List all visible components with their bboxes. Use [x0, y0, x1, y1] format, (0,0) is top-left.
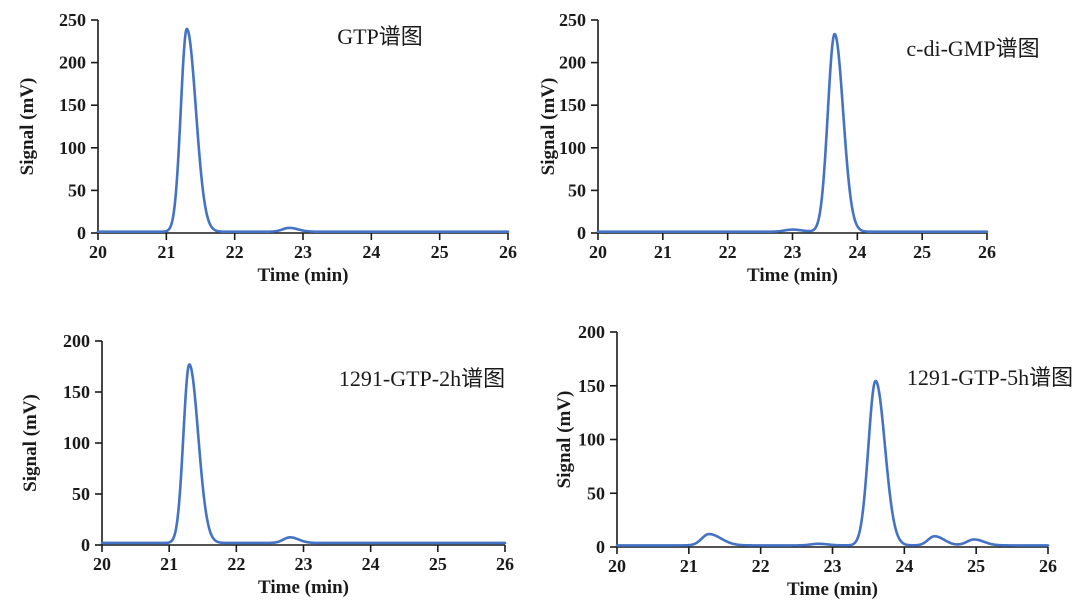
x-tick-label: 25 [429, 554, 447, 574]
y-tick-label: 200 [59, 53, 86, 73]
chart-1291-gtp-2h: 0 50 100 150 200 20 21 22 23 24 25 26 Signal (mV) Tim… [0, 300, 540, 611]
y-tick-label: 150 [559, 95, 586, 115]
x-tick-label: 24 [848, 242, 866, 262]
y-axis-title: Signal (mV) [17, 78, 38, 176]
x-tick-label: 24 [895, 556, 913, 576]
y-tick-label: 0 [577, 223, 586, 243]
x-tick-label: 25 [913, 242, 931, 262]
y-tick-label: 50 [587, 483, 605, 503]
chromatogram-svg-1291-gtp-5h: 0 50 100 150 200 20 21 22 23 24 25 26 Signal (mV) Tim… [554, 322, 1073, 600]
x-tick-label: 20 [608, 556, 626, 576]
signal-trace [96, 27, 510, 234]
x-tick-label: 22 [719, 242, 737, 262]
x-tick-label: 22 [226, 242, 244, 262]
y-tick-label: 150 [63, 382, 90, 402]
chromatogram-svg-gtp: 0 50 100 150 200 250 20 21 22 23 24 25 26 Signal (mV)… [17, 10, 517, 286]
x-tick-label: 26 [496, 554, 514, 574]
x-tick-label: 21 [160, 554, 178, 574]
x-tick-label: 21 [680, 556, 698, 576]
x-axis-title: Time (min) [258, 265, 349, 286]
y-tick-label: 0 [596, 537, 605, 557]
x-tick-label: 22 [752, 556, 770, 576]
chart-title: GTP谱图 [337, 24, 423, 49]
x-axis-title: Time (min) [747, 265, 838, 286]
x-tick-label: 26 [1039, 556, 1057, 576]
x-axis-title: Time (min) [258, 577, 349, 598]
x-tick-label: 20 [89, 242, 107, 262]
y-tick-label: 150 [59, 95, 86, 115]
chromatogram-svg-1291-gtp-2h: 0 50 100 150 200 20 21 22 23 24 25 26 Signal (mV) Tim… [20, 331, 514, 598]
y-tick-label: 200 [63, 331, 90, 351]
y-tick-label: 100 [578, 430, 605, 450]
x-tick-label: 23 [295, 554, 313, 574]
y-tick-label: 100 [559, 138, 586, 158]
x-tick-label: 23 [784, 242, 802, 262]
y-tick-label: 100 [59, 138, 86, 158]
chart-title: c-di-GMP谱图 [906, 36, 1039, 61]
y-axis-title: Signal (mV) [538, 78, 559, 176]
x-tick-label: 25 [431, 242, 449, 262]
signal-trace [615, 379, 1050, 547]
x-tick-label: 20 [589, 242, 607, 262]
x-tick-label: 21 [654, 242, 672, 262]
x-axis-title: Time (min) [787, 579, 878, 600]
y-tick-label: 200 [578, 322, 605, 342]
chart-title: 1291-GTP-5h谱图 [907, 365, 1073, 390]
signal-trace [596, 32, 989, 234]
chromatogram-svg-c-di-gmp: 0 50 100 150 200 250 20 21 22 23 24 25 26 Signal (mV)… [538, 10, 1040, 286]
signal-trace [100, 363, 507, 545]
y-axis-title: Signal (mV) [554, 391, 575, 489]
y-tick-label: 50 [72, 484, 90, 504]
y-axis-title: Signal (mV) [20, 394, 41, 492]
y-tick-label: 200 [559, 53, 586, 73]
chart-1291-gtp-5h: 0 50 100 150 200 20 21 22 23 24 25 26 Signal (mV) Tim… [540, 300, 1080, 611]
x-tick-label: 21 [157, 242, 175, 262]
x-tick-label: 26 [978, 242, 996, 262]
y-tick-label: 150 [578, 376, 605, 396]
x-tick-label: 23 [294, 242, 312, 262]
chart-c-di-gmp: 0 50 100 150 200 250 20 21 22 23 24 25 26 Signal (mV)… [538, 0, 1080, 300]
x-tick-label: 20 [93, 554, 111, 574]
x-tick-label: 26 [499, 242, 517, 262]
x-tick-label: 22 [227, 554, 245, 574]
y-tick-label: 0 [77, 223, 86, 243]
x-tick-label: 24 [362, 554, 380, 574]
y-tick-label: 50 [68, 180, 86, 200]
y-tick-label: 250 [59, 10, 86, 30]
y-tick-label: 100 [63, 433, 90, 453]
chart-gtp: 0 50 100 150 200 250 20 21 22 23 24 25 26 Signal (mV)… [0, 0, 540, 300]
y-tick-label: 50 [568, 180, 586, 200]
x-tick-label: 23 [824, 556, 842, 576]
y-tick-label: 250 [559, 10, 586, 30]
x-tick-label: 25 [967, 556, 985, 576]
chart-title: 1291-GTP-2h谱图 [339, 366, 505, 391]
y-tick-label: 0 [81, 535, 90, 555]
x-tick-label: 24 [362, 242, 380, 262]
